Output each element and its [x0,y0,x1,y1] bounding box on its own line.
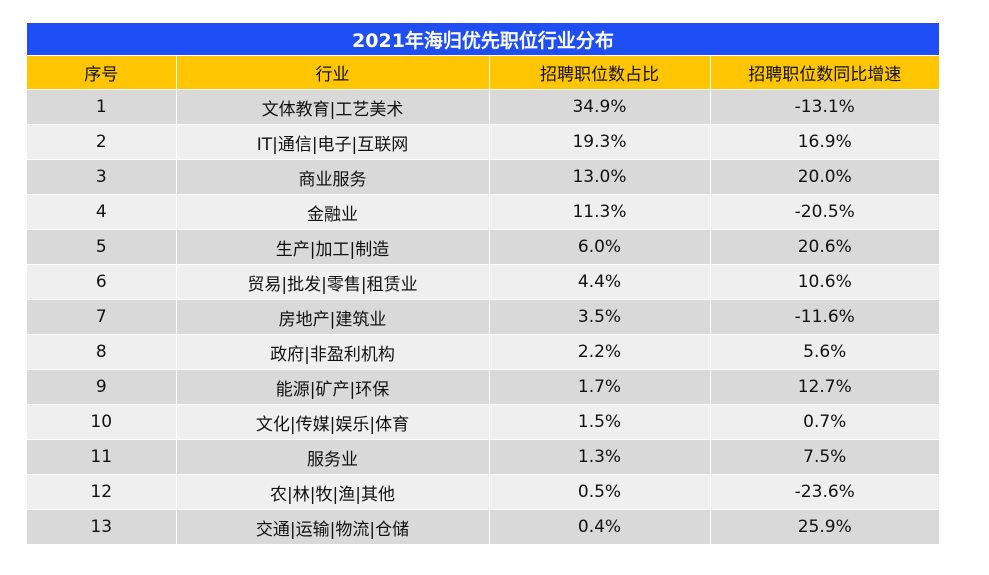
cell-index: 4 [27,194,177,230]
table-body: 1 文体教育|工艺美术 34.9% -13.1% 2 IT|通信|电子|互联网 19.3% 1… [27,89,939,545]
cell-industry: 能源|矿产|环保 [176,369,490,405]
cell-index: 3 [27,159,177,195]
cell-growth: -13.1% [710,89,939,125]
cell-growth: -23.6% [710,474,939,510]
table-row: 9 能源|矿产|环保 1.7% 12.7% [27,369,939,405]
cell-share: 2.2% [489,334,711,370]
header-row: 序号 行业 招聘职位数占比 招聘职位数同比增速 [27,56,939,90]
cell-growth: 20.6% [710,229,939,265]
cell-share: 3.5% [489,299,711,335]
table-row: 12 农|林|牧|渔|其他 0.5% -23.6% [27,474,939,510]
cell-growth: 25.9% [710,509,939,545]
table-row: 5 生产|加工|制造 6.0% 20.6% [27,229,939,265]
cell-index: 5 [27,229,177,265]
cell-share: 11.3% [489,194,711,230]
cell-index: 7 [27,299,177,335]
cell-index: 2 [27,124,177,160]
cell-share: 0.5% [489,474,711,510]
table-row: 3 商业服务 13.0% 20.0% [27,159,939,195]
table-row: 6 贸易|批发|零售|租赁业 4.4% 10.6% [27,264,939,300]
cell-index: 9 [27,369,177,405]
header-index: 序号 [27,56,177,90]
cell-industry: 政府|非盈利机构 [176,334,490,370]
cell-industry: 贸易|批发|零售|租赁业 [176,264,490,300]
cell-growth: 5.6% [710,334,939,370]
industry-table: 2021年海归优先职位行业分布 序号 行业 招聘职位数占比 招聘职位数同比增速 … [27,23,939,545]
cell-industry: 农|林|牧|渔|其他 [176,474,490,510]
cell-share: 1.5% [489,404,711,440]
cell-share: 13.0% [489,159,711,195]
cell-industry: IT|通信|电子|互联网 [176,124,490,160]
cell-industry: 金融业 [176,194,490,230]
data-table: 序号 行业 招聘职位数占比 招聘职位数同比增速 1 文体教育|工艺美术 34.9% -… [27,56,939,545]
header-industry: 行业 [176,56,490,90]
cell-growth: 7.5% [710,439,939,475]
header-share: 招聘职位数占比 [489,56,711,90]
cell-share: 1.3% [489,439,711,475]
cell-growth: 16.9% [710,124,939,160]
cell-growth: 12.7% [710,369,939,405]
cell-industry: 商业服务 [176,159,490,195]
cell-share: 1.7% [489,369,711,405]
cell-index: 1 [27,89,177,125]
cell-share: 6.0% [489,229,711,265]
table-title: 2021年海归优先职位行业分布 [27,23,939,56]
cell-growth: -20.5% [710,194,939,230]
cell-industry: 文化|传媒|娱乐|体育 [176,404,490,440]
cell-index: 11 [27,439,177,475]
table-row: 11 服务业 1.3% 7.5% [27,439,939,475]
cell-index: 10 [27,404,177,440]
table-row: 8 政府|非盈利机构 2.2% 5.6% [27,334,939,370]
cell-index: 8 [27,334,177,370]
cell-industry: 服务业 [176,439,490,475]
cell-index: 13 [27,509,177,545]
header-growth: 招聘职位数同比增速 [710,56,939,90]
cell-share: 34.9% [489,89,711,125]
cell-growth: -11.6% [710,299,939,335]
table-row: 10 文化|传媒|娱乐|体育 1.5% 0.7% [27,404,939,440]
table-row: 7 房地产|建筑业 3.5% -11.6% [27,299,939,335]
cell-growth: 0.7% [710,404,939,440]
cell-share: 0.4% [489,509,711,545]
table-row: 13 交通|运输|物流|仓储 0.4% 25.9% [27,509,939,545]
cell-industry: 生产|加工|制造 [176,229,490,265]
cell-growth: 20.0% [710,159,939,195]
cell-industry: 文体教育|工艺美术 [176,89,490,125]
table-row: 2 IT|通信|电子|互联网 19.3% 16.9% [27,124,939,160]
cell-growth: 10.6% [710,264,939,300]
table-row: 4 金融业 11.3% -20.5% [27,194,939,230]
cell-industry: 房地产|建筑业 [176,299,490,335]
cell-industry: 交通|运输|物流|仓储 [176,509,490,545]
cell-index: 12 [27,474,177,510]
table-row: 1 文体教育|工艺美术 34.9% -13.1% [27,89,939,125]
cell-index: 6 [27,264,177,300]
cell-share: 4.4% [489,264,711,300]
cell-share: 19.3% [489,124,711,160]
